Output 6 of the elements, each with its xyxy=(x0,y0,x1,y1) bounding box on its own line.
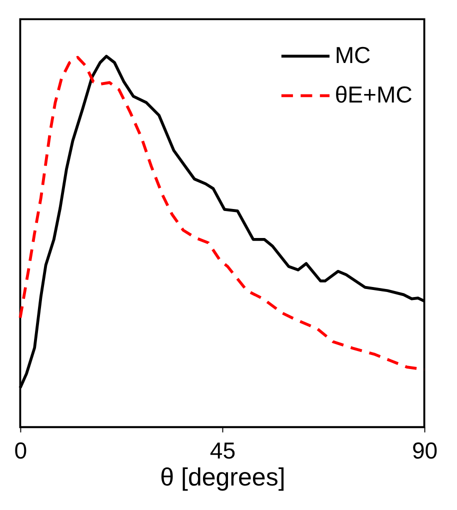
x-axis-title: θ [degrees] xyxy=(160,463,286,492)
legend-label: θE+MC xyxy=(334,81,412,108)
x-tick-label: 90 xyxy=(412,437,438,464)
x-tick-label: 45 xyxy=(210,437,236,464)
x-tick-label: 0 xyxy=(14,437,28,464)
legend-label: MC xyxy=(334,42,371,68)
